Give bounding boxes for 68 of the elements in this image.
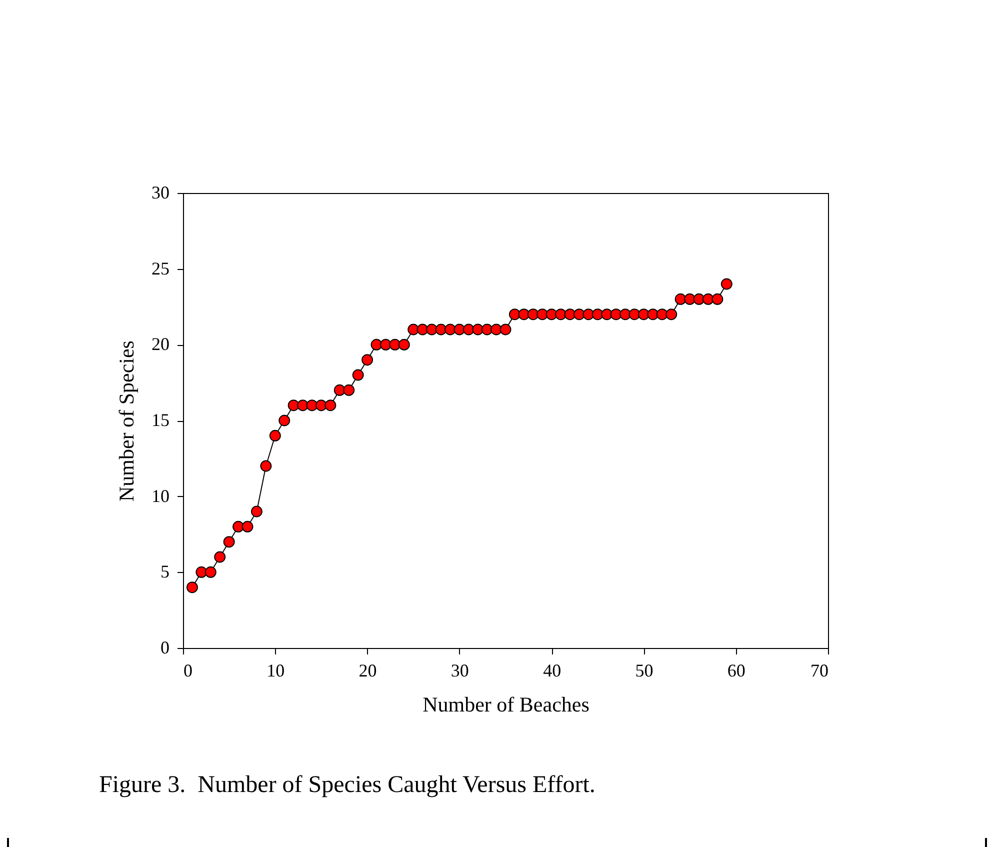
point bbox=[518, 308, 530, 320]
point bbox=[472, 324, 484, 336]
point bbox=[656, 308, 668, 320]
x-tick-label: 40 bbox=[543, 660, 562, 680]
point bbox=[527, 308, 539, 320]
point bbox=[490, 324, 502, 336]
point bbox=[454, 324, 466, 336]
x-tick-label: 70 bbox=[810, 660, 828, 680]
point bbox=[214, 551, 226, 563]
x-tick-label: 0 bbox=[184, 660, 192, 680]
point bbox=[334, 384, 346, 396]
x-axis-title: Number of Beaches bbox=[422, 692, 590, 716]
point bbox=[306, 400, 318, 412]
y-tick-label: 5 bbox=[160, 562, 170, 582]
point bbox=[555, 308, 567, 320]
point bbox=[186, 582, 198, 594]
point bbox=[250, 506, 262, 518]
point bbox=[500, 324, 512, 336]
point bbox=[638, 308, 650, 320]
point bbox=[324, 400, 336, 412]
point bbox=[242, 520, 254, 532]
caption: Figure 3. Number of Species Caught Versus Effort. bbox=[99, 772, 596, 799]
x-tick-label: 20 bbox=[358, 660, 377, 680]
x-tick-label: 60 bbox=[727, 660, 746, 680]
point bbox=[278, 414, 290, 426]
point bbox=[536, 308, 548, 320]
x-tick-label: 50 bbox=[635, 660, 654, 680]
point bbox=[297, 400, 309, 412]
point bbox=[582, 308, 594, 320]
point bbox=[712, 293, 724, 305]
point bbox=[702, 293, 714, 305]
point bbox=[408, 324, 420, 336]
point bbox=[343, 384, 355, 396]
point bbox=[592, 308, 604, 320]
x-tick-label: 10 bbox=[266, 660, 285, 680]
point bbox=[693, 293, 705, 305]
point bbox=[223, 536, 235, 548]
point bbox=[508, 308, 520, 320]
point bbox=[269, 430, 281, 442]
point bbox=[196, 566, 208, 578]
y-tick-label: 10 bbox=[152, 486, 170, 506]
point bbox=[620, 308, 632, 320]
point bbox=[601, 308, 613, 320]
point bbox=[720, 278, 732, 290]
point bbox=[260, 460, 272, 472]
point bbox=[380, 338, 392, 350]
y-tick-label: 25 bbox=[152, 258, 170, 278]
point bbox=[232, 520, 244, 532]
point bbox=[370, 338, 382, 350]
y-axis-title: Number of Species bbox=[114, 340, 138, 502]
y-tick-label: 20 bbox=[152, 334, 170, 354]
point bbox=[426, 324, 438, 336]
point bbox=[573, 308, 585, 320]
point bbox=[564, 308, 576, 320]
x-tick-label: 30 bbox=[450, 660, 469, 680]
point bbox=[204, 566, 216, 578]
point bbox=[666, 308, 678, 320]
point bbox=[315, 400, 327, 412]
point bbox=[389, 338, 401, 350]
y-tick-label: 0 bbox=[160, 638, 170, 658]
y-tick-label: 30 bbox=[152, 182, 170, 202]
point bbox=[352, 369, 364, 381]
point bbox=[684, 293, 696, 305]
point bbox=[398, 338, 410, 350]
point bbox=[647, 308, 659, 320]
point bbox=[362, 354, 374, 366]
point bbox=[628, 308, 640, 320]
y-tick-label: 15 bbox=[152, 410, 170, 430]
